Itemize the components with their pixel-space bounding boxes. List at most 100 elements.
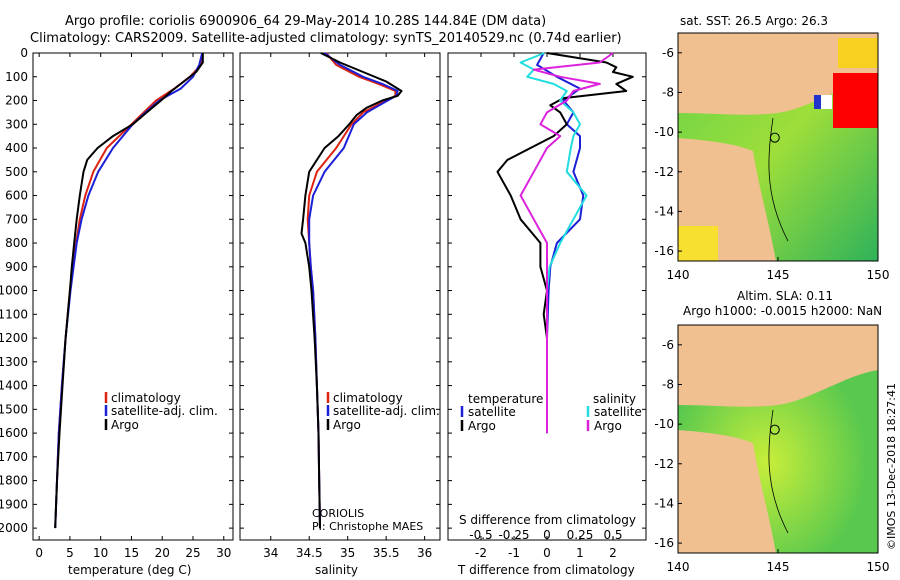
series-line-climatology <box>54 52 204 529</box>
x-tick-label: -2 <box>475 546 487 560</box>
sst-map-title: sat. SST: 26.5 Argo: 26.3 <box>680 14 828 28</box>
legend-climatology-label: climatology <box>333 391 403 405</box>
bathymetry-contour <box>768 409 789 534</box>
depth-tick-label: 1900 <box>0 497 28 511</box>
x-tick-label: 10 <box>93 546 108 560</box>
title-line-2: Climatology: CARS2009. Satellite-adjuste… <box>30 31 622 46</box>
pi-annotation: PI: Christophe MAES <box>312 520 423 533</box>
sla-map: -6 -8 -10 -12 -14 -16 140 145 150 <box>654 324 889 574</box>
temperature-xlabel: temperature (deg C) <box>68 563 191 577</box>
x-tick-label: 20 <box>155 546 170 560</box>
temperature-panel-frame <box>32 52 234 541</box>
sla-map-title-1: Altim. SLA: 0.11 <box>737 289 833 303</box>
salinity-panel-frame <box>239 52 441 541</box>
new-guinea-land <box>678 325 878 407</box>
depth-tick-label: 1200 <box>0 331 28 345</box>
warm-sst-patch <box>833 73 878 128</box>
series-line-argo <box>300 52 403 529</box>
x-tick-label: 5 <box>66 546 74 560</box>
panel-frames <box>32 52 647 541</box>
legend-t-argo-label: Argo <box>468 419 496 433</box>
x-tick-label: 2 <box>609 546 617 560</box>
legend-temperature-header: temperature <box>468 392 543 406</box>
depth-tick-label: 0 <box>20 46 28 60</box>
lat-tick-label: -6 <box>662 46 674 60</box>
depth-tick-label: 900 <box>5 260 28 274</box>
depth-tick-label: 1800 <box>0 474 28 488</box>
legend-satellite-label: satellite-adj. clim. <box>333 404 440 418</box>
lon-tick-label: 140 <box>667 268 690 282</box>
sla-map-title-2: Argo h1000: -0.0015 h2000: NaN <box>683 304 882 318</box>
sst-map: -6 -8 -10 -12 -14 -16 140 145 150 <box>654 32 889 282</box>
series-line-satellite-adj-clim- <box>308 52 399 529</box>
lat-tick-label: -12 <box>654 165 674 179</box>
x-tick-label: 36 <box>417 546 432 560</box>
float-position-marker <box>769 424 780 435</box>
lon-tick-label: 145 <box>767 560 790 574</box>
legend-satellite-label: satellite-adj. clim. <box>111 404 218 418</box>
difference-xlabel: T difference from climatology <box>457 563 635 577</box>
legend-s-satellite-label: satellite <box>594 405 642 419</box>
depth-tick-label: 1100 <box>0 307 28 321</box>
x-tick-label: 35 <box>340 546 355 560</box>
depth-tick-label: 1600 <box>0 426 28 440</box>
s-difference-axis-label: S difference from climatology <box>459 513 636 527</box>
x-tick-label: 34 <box>263 546 278 560</box>
cape-york-land <box>678 430 776 553</box>
difference-legend: temperature salinity satellite Argo sate… <box>459 392 642 527</box>
lat-tick-label: -16 <box>654 536 674 550</box>
series-line-t-argo <box>496 52 634 434</box>
depth-tick-label: 600 <box>5 189 28 203</box>
x-tick-label: 15 <box>124 546 139 560</box>
x-tick-label: 25 <box>185 546 200 560</box>
legend-argo-label: Argo <box>333 418 361 432</box>
lat-tick-label: -8 <box>662 377 674 391</box>
series-line-argo <box>54 53 204 529</box>
salinity-xlabel: salinity <box>315 563 358 577</box>
depth-tick-label: 500 <box>5 165 28 179</box>
lat-tick-label: -8 <box>662 85 674 99</box>
s-tick-label: -0.5 <box>469 528 492 542</box>
x-tick-label: 30 <box>216 546 231 560</box>
depth-tick-label: 1300 <box>0 355 28 369</box>
depth-tick-label: 400 <box>5 141 28 155</box>
s-tick-label: 0.25 <box>567 528 594 542</box>
float-position-marker <box>769 132 780 143</box>
difference-plot: -2 -1 0 1 2 -0.5 -0.25 0 0.25 0.5 <box>448 52 646 560</box>
imos-stamp: ©IMOS 13-Dec-2018 18:27:41 <box>885 383 898 550</box>
cold-pixel-patch <box>814 95 821 109</box>
depth-tick-label: 800 <box>5 236 28 250</box>
s-tick-label: 0.5 <box>603 528 622 542</box>
depth-tick-label: 200 <box>5 94 28 108</box>
temperature-legend: climatology satellite-adj. clim. Argo <box>104 391 218 432</box>
new-guinea-land <box>678 33 878 115</box>
legend-s-argo-label: Argo <box>594 419 622 433</box>
depth-tick-label: 2000 <box>0 521 28 535</box>
x-tick-label: 1 <box>576 546 584 560</box>
depth-tick-label: 700 <box>5 212 28 226</box>
sst-yellow-patch <box>678 226 718 261</box>
temperature-plot: 0 5 10 15 20 25 30 <box>33 52 233 560</box>
depth-tick-label: 300 <box>5 117 28 131</box>
series-line-s-satellite <box>519 52 588 434</box>
lon-tick-label: 140 <box>667 560 690 574</box>
title-line-1: Argo profile: coriolis 6900906_64 29-May… <box>65 14 546 29</box>
depth-tick-label: 1400 <box>0 379 28 393</box>
lat-tick-label: -6 <box>662 338 674 352</box>
legend-argo-label: Argo <box>111 418 139 432</box>
x-tick-label: 34.5 <box>296 546 323 560</box>
legend-salinity-header: salinity <box>593 392 636 406</box>
x-tick-label: 0 <box>543 546 551 560</box>
series-line-s-argo <box>519 52 614 434</box>
lat-tick-label: -12 <box>654 457 674 471</box>
legend-climatology-label: climatology <box>111 391 181 405</box>
legend-t-satellite-label: satellite <box>468 405 516 419</box>
series-line-satellite-adj-clim- <box>54 52 204 529</box>
lat-tick-label: -14 <box>654 204 674 218</box>
sst-yellow-patch <box>838 38 878 68</box>
x-tick-label: -1 <box>508 546 520 560</box>
salinity-plot: 34 34.5 35 35.5 36 <box>240 52 440 560</box>
depth-tick-label: 1500 <box>0 402 28 416</box>
salinity-legend: climatology satellite-adj. clim. Argo CO… <box>312 391 440 533</box>
